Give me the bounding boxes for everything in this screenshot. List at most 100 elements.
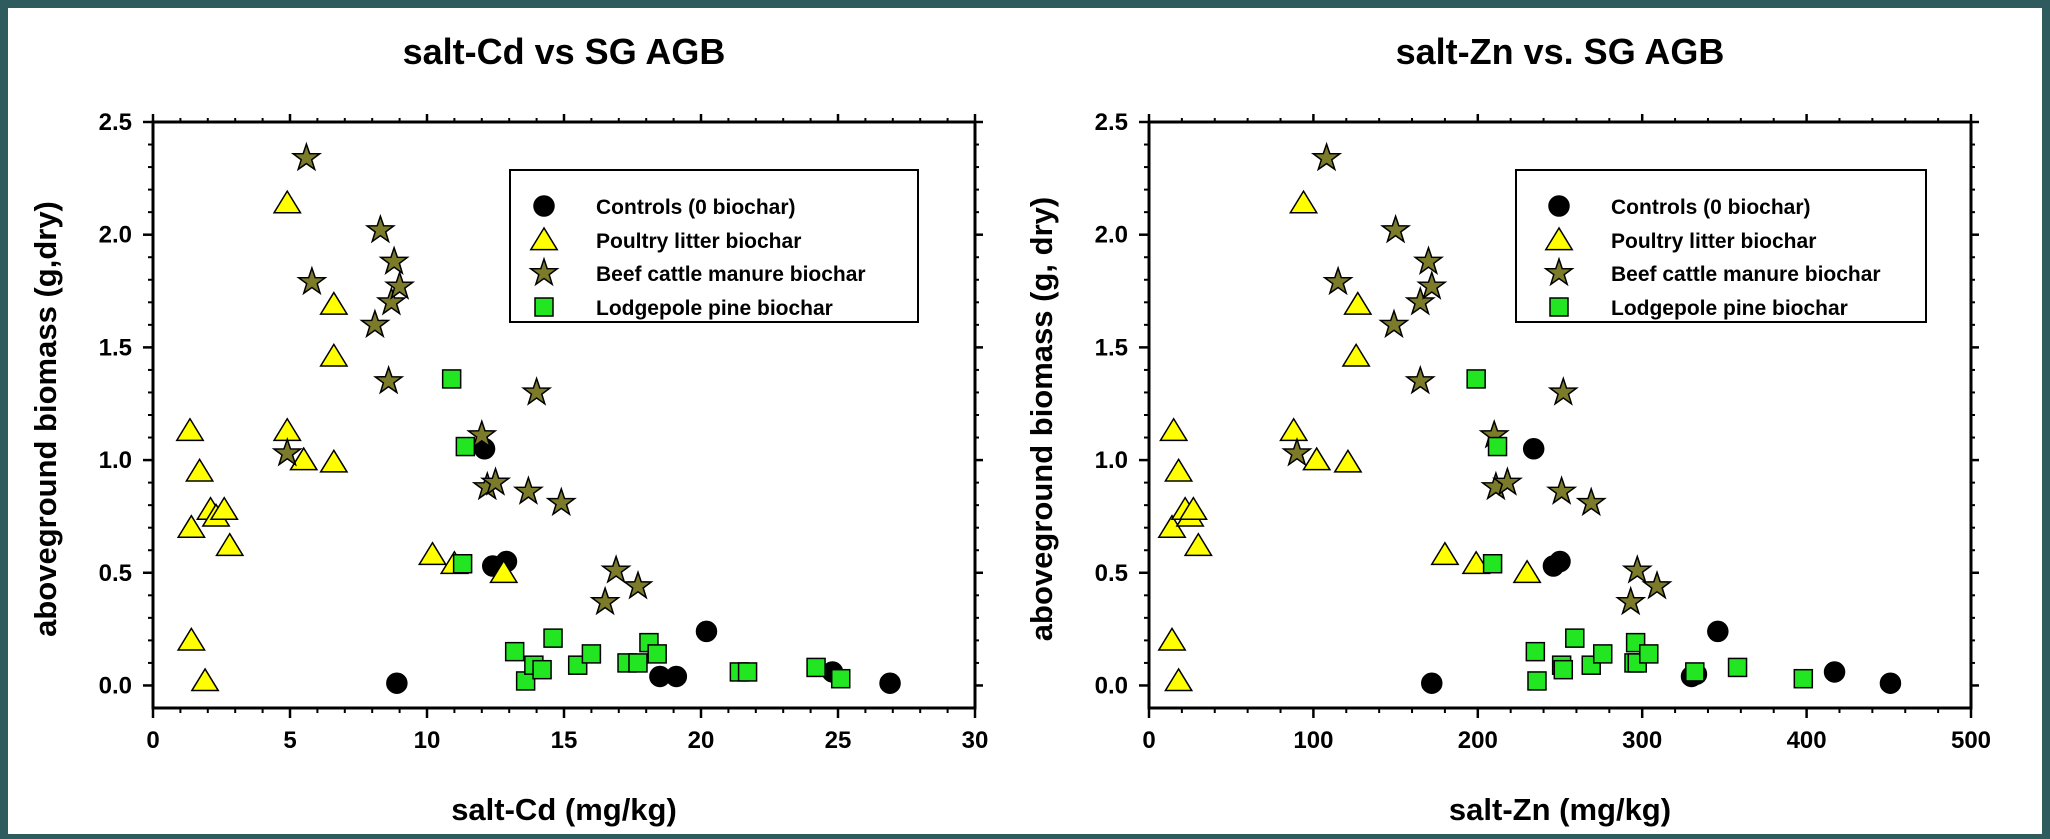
chart-zn-legend-label-pine: Lodgepole pine biochar	[1611, 297, 1848, 320]
chart-cd-x-tick-label: 30	[962, 727, 989, 754]
chart-cd-point-poultry	[489, 559, 519, 584]
chart-cd-point-beef	[375, 285, 407, 316]
chart-cd-point-poultry	[176, 626, 206, 651]
chart-cd-point-beef	[521, 376, 553, 406]
chart-cd-point-pine	[737, 662, 758, 682]
chart-cd-legend-symbol-beef	[528, 256, 560, 287]
chart-zn-point-poultry	[1461, 550, 1491, 575]
chart-cd-y-tick-label: 0.5	[99, 560, 132, 587]
chart-zn-point-poultry	[1159, 417, 1189, 442]
chart-cd-y-tick-label: 2.0	[99, 222, 132, 249]
chart-zn-points	[1157, 141, 1902, 694]
chart-zn-x-tick-label: 100	[1293, 727, 1333, 754]
chart-zn-title: salt-Zn vs. SG AGB	[1396, 31, 1725, 72]
chart-cd-point-beef	[512, 475, 544, 505]
chart-zn-point-pine	[1685, 662, 1705, 682]
chart-cd-point-poultry	[190, 667, 220, 692]
chart-cd-point-pine	[628, 653, 648, 673]
chart-cd-point-poultry	[319, 291, 349, 315]
chart-zn-point-beef	[1546, 475, 1578, 505]
chart-zn-point-controls	[1522, 438, 1545, 460]
chart-zn-point-controls	[1421, 672, 1443, 694]
chart-zn-point-beef	[1404, 364, 1436, 395]
chart-cd-point-beef	[622, 569, 654, 600]
chart-cd-y-tick-label: 2.5	[99, 109, 132, 136]
chart-cd-point-poultry	[417, 541, 448, 566]
chart-zn-legend: Controls (0 biochar) Poultry litter bioc…	[1515, 169, 1927, 323]
chart-zn-point-controls	[1823, 661, 1846, 683]
chart-zn-x-tick-label: 0	[1142, 727, 1155, 754]
chart-zn-ticks: 0 100 200 300 400 500 0.0 0.5 1.0 1.5 2.0 2.5	[1095, 109, 1991, 754]
chart-cd-legend-label-controls: Controls (0 biochar)	[596, 196, 796, 219]
chart-zn-point-poultry	[1183, 532, 1213, 557]
chart-zn-point-beef	[1281, 436, 1313, 467]
chart-cd-point-beef	[290, 141, 323, 172]
chart-zn-y-tick-label: 0.0	[1095, 672, 1128, 699]
chart-cd-points	[175, 141, 901, 694]
chart-zn-point-beef	[1310, 141, 1343, 172]
chart-cd-ticks: 0 5 10 15 20 25 30 0.0 0.5 1.0 1.5 2.0 2.5	[99, 109, 989, 754]
chart-cd-point-poultry	[319, 342, 349, 367]
chart-cd-point-pine	[581, 644, 602, 664]
chart-zn-point-pine	[1592, 644, 1613, 664]
chart-cd-ylabel: aboveground biomass (g,dry)	[28, 201, 63, 637]
chart-cd-point-beef	[378, 245, 410, 276]
chart-cd-point-pine	[830, 668, 851, 689]
chart-cd-point-beef	[373, 364, 405, 395]
chart-cd-x-tick-label: 10	[414, 727, 441, 754]
chart-cd-point-pine	[452, 554, 473, 574]
chart-cd: salt-Cd vs SG AGB salt-Cd (mg/kg) aboveg…	[28, 31, 988, 827]
chart-zn-x-tick-label: 400	[1787, 727, 1827, 754]
chart-zn-y-tick-label: 1.5	[1095, 334, 1128, 361]
chart-cd-point-beef	[545, 486, 577, 517]
chart-zn-point-pine	[1553, 659, 1574, 680]
chart-cd-point-beef	[271, 436, 303, 467]
chart-zn-point-pine	[1525, 641, 1546, 662]
chart-cd-point-poultry	[209, 496, 239, 521]
chart-cd-title: salt-Cd vs SG AGB	[403, 31, 726, 72]
chart-zn-legend-symbol-controls	[1548, 195, 1570, 217]
chart-cd-point-pine	[532, 659, 552, 680]
chart-cd-point-poultry	[176, 514, 206, 539]
chart-cd-legend-label-beef: Beef cattle manure biochar	[596, 263, 866, 286]
chart-zn-point-beef	[1412, 245, 1445, 276]
chart-zn-point-poultry	[1343, 291, 1373, 315]
chart-cd-legend-symbol-controls	[533, 195, 555, 217]
chart-zn-point-poultry	[1164, 457, 1194, 482]
chart-zn-point-beef	[1380, 213, 1412, 244]
chart-cd-x-tick-label: 25	[825, 727, 852, 754]
chart-zn-point-controls	[1879, 672, 1902, 694]
chart-zn-point-beef	[1378, 308, 1410, 339]
chart-cd-point-poultry	[215, 532, 245, 557]
chart-zn-point-pine	[1487, 436, 1508, 457]
chart-cd-y-tick-label: 0.0	[99, 672, 132, 699]
chart-zn-point-pine	[1793, 668, 1814, 689]
chart-zn-point-pine	[1482, 554, 1503, 574]
chart-cd-point-beef	[384, 270, 416, 300]
chart-zn-point-poultry	[1430, 541, 1460, 566]
chart-cd-point-beef	[479, 466, 512, 496]
chart-cd-xlabel: salt-Cd (mg/kg)	[451, 792, 677, 827]
chart-zn-point-pine	[1527, 671, 1547, 691]
chart-zn-point-poultry	[1164, 667, 1194, 692]
chart-zn-y-tick-label: 0.5	[1095, 560, 1128, 587]
chart-cd-point-poultry	[319, 448, 349, 473]
chart-cd-point-pine	[441, 369, 462, 389]
chart-zn-x-tick-label: 300	[1622, 727, 1662, 754]
chart-zn-point-beef	[1621, 554, 1653, 584]
chart-cd-legend-label-pine: Lodgepole pine biochar	[596, 297, 833, 320]
chart-cd-point-beef	[589, 585, 621, 616]
chart-zn-ylabel: aboveground biomass (g, dry)	[1024, 197, 1059, 641]
chart-zn-point-beef	[1641, 569, 1673, 600]
chart-zn-point-beef	[1575, 486, 1607, 517]
chart-zn-point-beef	[1615, 585, 1647, 616]
chart-cd-point-pine	[504, 641, 525, 662]
figure-canvas: salt-Cd vs SG AGB salt-Cd (mg/kg) aboveg…	[8, 8, 2042, 834]
chart-cd-point-beef	[364, 213, 396, 244]
chart-zn-point-controls	[1707, 620, 1729, 643]
chart-zn-point-poultry	[1302, 446, 1332, 471]
chart-zn-y-tick-label: 2.0	[1095, 222, 1128, 249]
chart-zn-point-beef	[1547, 376, 1579, 406]
chart-zn-y-tick-label: 1.0	[1095, 447, 1128, 474]
chart-cd-point-pine	[647, 644, 667, 664]
